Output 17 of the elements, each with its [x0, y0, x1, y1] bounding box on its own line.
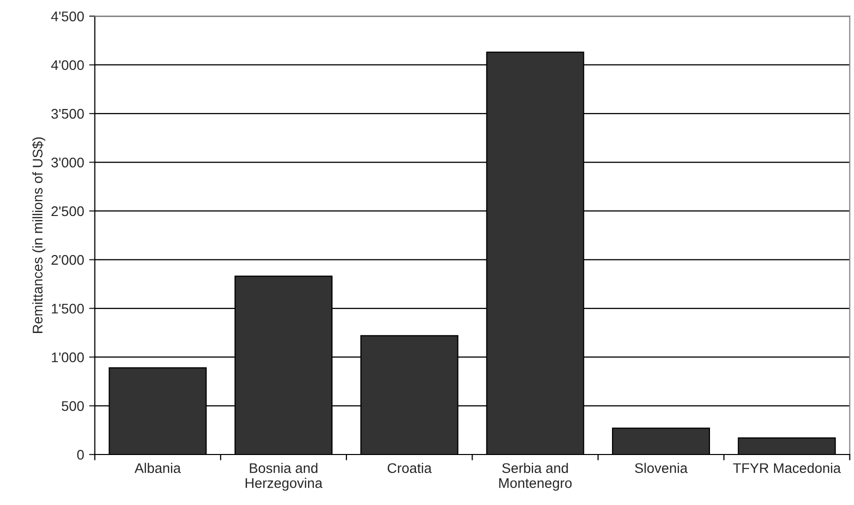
x-tick-label: Slovenia [634, 462, 688, 474]
y-tick-label: 1'500 [52, 304, 84, 314]
y-tick-label: 4'500 [51, 11, 84, 22]
y-tick-label: 2'000 [52, 255, 84, 265]
x-tick-label: Albania [134, 462, 181, 474]
y-tick-label: 4'000 [51, 60, 84, 70]
x-tick-label: TFYR Macedonia [733, 462, 841, 474]
y-tick-label: 1'000 [52, 352, 84, 362]
x-tick-label: Serbia and Montenegro [499, 462, 572, 491]
y-tick-label: 500 [62, 401, 84, 411]
y-axis-title: Remittances (in millions of US$) [32, 137, 46, 333]
y-tick-label: 2'500 [52, 206, 84, 216]
y-tick-label: 0 [77, 450, 84, 460]
x-tick-label: Croatia [388, 462, 432, 474]
y-tick-label: 3'000 [51, 158, 84, 168]
y-tick-label: 3'500 [51, 108, 84, 119]
x-tick-label: Bosnia and Herzegovina [246, 462, 323, 491]
